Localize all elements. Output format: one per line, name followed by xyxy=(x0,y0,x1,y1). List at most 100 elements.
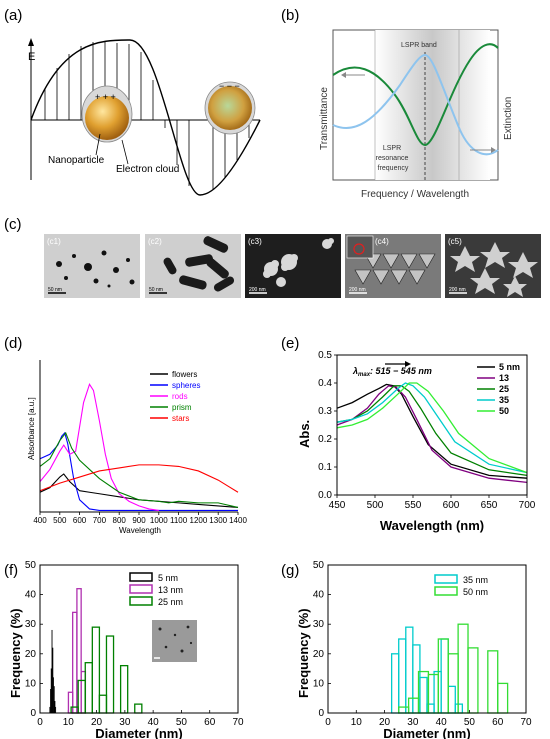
ylabel-transmittance: Transmittance xyxy=(319,87,330,150)
xlabel-frequency: Frequency / Wavelength xyxy=(361,189,469,200)
nanoparticle-pointer xyxy=(95,133,101,156)
panel-d-label: (d) xyxy=(4,335,22,352)
legend-swatch-50-nm xyxy=(434,586,458,596)
y-tick-label: 20 xyxy=(25,649,37,660)
x-tick-label: 40 xyxy=(436,717,448,728)
y-tick-label: 0.4 xyxy=(318,378,332,389)
legend-label-35-nm: 35 nm xyxy=(463,575,488,585)
f-bars xyxy=(49,588,143,714)
e-annotation-range: : 515 − 545 nm xyxy=(370,366,432,376)
y-tick-label: 0.2 xyxy=(318,434,332,445)
y-tick-label: 10 xyxy=(313,678,325,689)
bar-50-nm xyxy=(457,623,469,714)
bar-25-nm xyxy=(119,664,129,714)
bar-25-nm xyxy=(98,694,108,714)
tem-c4-svg: (c4) 200 nm xyxy=(346,235,436,294)
y-tick-label: 0 xyxy=(30,708,36,719)
x-tick-label: 50 xyxy=(464,717,476,728)
legend-label-5-nm: 5 nm xyxy=(158,573,178,583)
x-tick-label: 50 xyxy=(176,717,188,728)
d-xlabel: Wavelength xyxy=(119,526,161,535)
e-xlabel: Wavelength (nm) xyxy=(380,518,484,533)
x-tick-label: 650 xyxy=(481,500,498,511)
bar-25-nm xyxy=(105,635,115,714)
e-annotation-lambda: λ xyxy=(352,366,358,376)
x-tick-label: 30 xyxy=(119,717,131,728)
tem-image-c3: (c3) 200 nm xyxy=(245,234,341,298)
e-axis-arrow xyxy=(28,38,34,46)
legend-label-5-nm: 5 nm xyxy=(499,362,520,372)
tem-image-c5: (c5) 200 nm xyxy=(445,234,541,298)
f-frame xyxy=(39,564,239,714)
x-tick-label: 500 xyxy=(367,500,384,511)
e-annotation-sub: max xyxy=(358,372,371,378)
series-line-50 xyxy=(336,382,528,474)
arrow-right-head xyxy=(491,147,496,153)
bar-35-nm xyxy=(419,676,428,714)
panel-c-label: (c) xyxy=(4,216,22,233)
x-tick-label: 20 xyxy=(379,717,391,728)
tem-c2-tag: (c2) xyxy=(148,237,162,246)
d-x-ticks: 400 500 600 700 800 900 1000 1100 1200 1300 1400 xyxy=(33,512,247,525)
y-tick-label: 30 xyxy=(313,619,325,630)
x-tick-label: 20 xyxy=(91,717,103,728)
e-frame xyxy=(336,354,528,496)
x-tick-label: 1400 xyxy=(229,516,247,525)
bar-25-nm xyxy=(91,626,101,714)
tem-c3-scale: 200 nm xyxy=(249,287,266,293)
f-legend: 5 nm 13 nm 25 nm xyxy=(129,572,183,607)
x-tick-label: 550 xyxy=(405,500,422,511)
series-line-35 xyxy=(336,382,528,474)
bar-25-nm xyxy=(134,703,143,714)
legend-label-spheres: spheres xyxy=(172,381,200,390)
e-series-lines xyxy=(336,382,528,484)
wave-curve xyxy=(30,39,261,196)
series-line-25 xyxy=(336,385,528,477)
tem-c4-scale: 200 nm xyxy=(349,287,366,293)
d-legend: flowers spheres rods prism stars xyxy=(150,370,200,423)
x-tick-label: 0 xyxy=(37,717,43,728)
legend-swatch-13-nm xyxy=(129,584,153,594)
legend-swatch-25-nm xyxy=(129,596,153,606)
x-tick-label: 1000 xyxy=(150,516,168,525)
tem-c3-svg: (c3) 200 nm xyxy=(248,237,334,294)
legend-label-13-nm: 13 nm xyxy=(158,585,183,595)
x-tick-label: 500 xyxy=(53,516,67,525)
legend-swatch-35-nm xyxy=(434,574,458,584)
tem-c4-tag: (c4) xyxy=(375,237,389,246)
arrow-left-head xyxy=(341,72,346,78)
g-xlabel: Diameter (nm) xyxy=(383,726,470,739)
panel-b: (b) LSPR band LSPR resonance frequency T… xyxy=(281,7,514,200)
x-tick-label: 1100 xyxy=(170,516,188,525)
y-tick-label: 20 xyxy=(313,649,325,660)
d-ylabel: Absorbance [a.u.] xyxy=(27,397,36,460)
transmittance-curve xyxy=(332,43,499,147)
panel-g-label: (g) xyxy=(281,562,299,579)
f-ylabel: Frequency (%) xyxy=(8,608,23,698)
panel-f: (f) 0 10 20 30 40 50 60 70 0 10 20 30 40 50 Frequency… xyxy=(4,560,244,739)
e-ylabel: Abs. xyxy=(297,420,312,448)
g-ticks: 0 10 20 30 40 50 60 70 0 10 20 30 40 50 xyxy=(313,560,532,728)
d-series-lines xyxy=(39,383,239,512)
nanoparticle-1 xyxy=(85,96,129,140)
legend-label-flowers: flowers xyxy=(172,370,197,379)
bar-50-nm xyxy=(398,706,410,714)
x-tick-label: 1200 xyxy=(190,516,208,525)
resonance-label: LSPR resonance frequency xyxy=(376,145,411,172)
legend-label-25: 25 xyxy=(499,384,509,394)
nanoparticle-2 xyxy=(208,86,252,130)
f-xlabel: Diameter (nm) xyxy=(95,726,182,739)
y-tick-label: 0.5 xyxy=(318,350,332,361)
x-tick-label: 60 xyxy=(492,717,504,728)
resonance-label-line2: resonance xyxy=(376,155,409,162)
y-tick-label: 0 xyxy=(318,708,324,719)
series-line-stars xyxy=(39,464,239,493)
f-inset-image xyxy=(152,620,197,662)
y-tick-label: 30 xyxy=(25,619,37,630)
lspr-band-shading xyxy=(375,30,490,180)
tem-c5-scale: 200 nm xyxy=(449,287,466,293)
tem-c1-scale: 50 nm xyxy=(48,287,62,293)
lspr-band-label: LSPR band xyxy=(401,42,437,49)
nanoparticle-label: Nanoparticle xyxy=(48,155,105,166)
x-tick-label: 600 xyxy=(73,516,87,525)
